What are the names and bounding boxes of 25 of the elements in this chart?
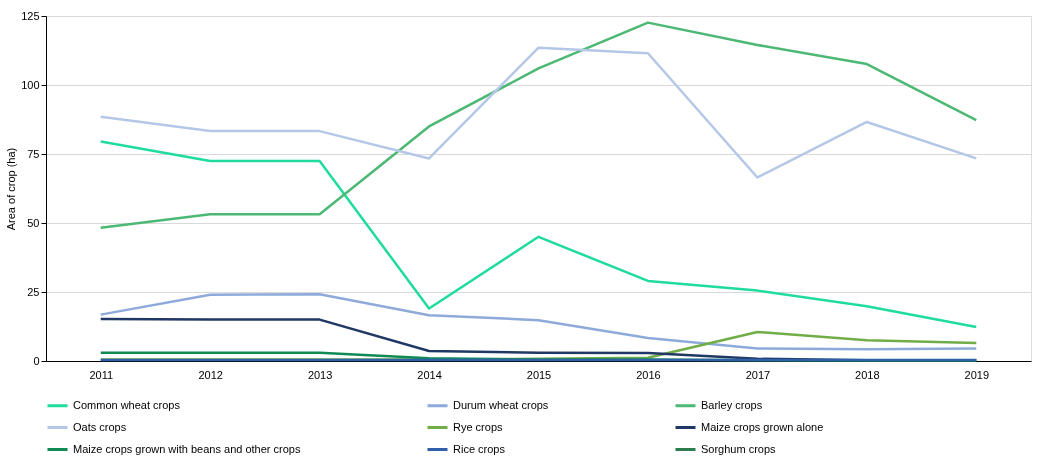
y-tick-label: 100 — [21, 78, 40, 91]
y-tick-label: 0 — [33, 354, 40, 367]
y-tick-label: 125 — [21, 9, 40, 22]
legend-label: Maize crops grown with beans and other crops — [73, 442, 301, 455]
legend-label: Maize crops grown alone — [701, 420, 824, 433]
legend-label: Barley crops — [701, 398, 763, 411]
legend-label: Common wheat crops — [73, 398, 181, 411]
x-tick-label: 2017 — [745, 368, 771, 381]
legend-label: Oats crops — [73, 420, 127, 433]
x-tick-label: 2018 — [855, 368, 880, 381]
y-tick-label: 50 — [27, 216, 40, 229]
x-tick-label: 2015 — [526, 368, 552, 381]
x-tick-label: 2011 — [89, 368, 114, 381]
x-tick-label: 2014 — [417, 368, 442, 381]
legend-label: Sorghum crops — [701, 442, 777, 455]
y-axis-title: Area of crop (ha) — [5, 147, 18, 231]
x-tick-label: 2019 — [964, 368, 990, 381]
y-tick-label: 25 — [27, 285, 40, 298]
legend-label: Rye crops — [453, 420, 504, 433]
x-tick-label: 2016 — [636, 368, 661, 381]
y-tick-label: 75 — [27, 147, 40, 160]
legend-label: Durum wheat crops — [453, 398, 549, 411]
x-tick-label: 2012 — [198, 368, 223, 381]
x-tick-label: 2013 — [307, 368, 333, 381]
legend-label: Rice crops — [453, 442, 506, 455]
